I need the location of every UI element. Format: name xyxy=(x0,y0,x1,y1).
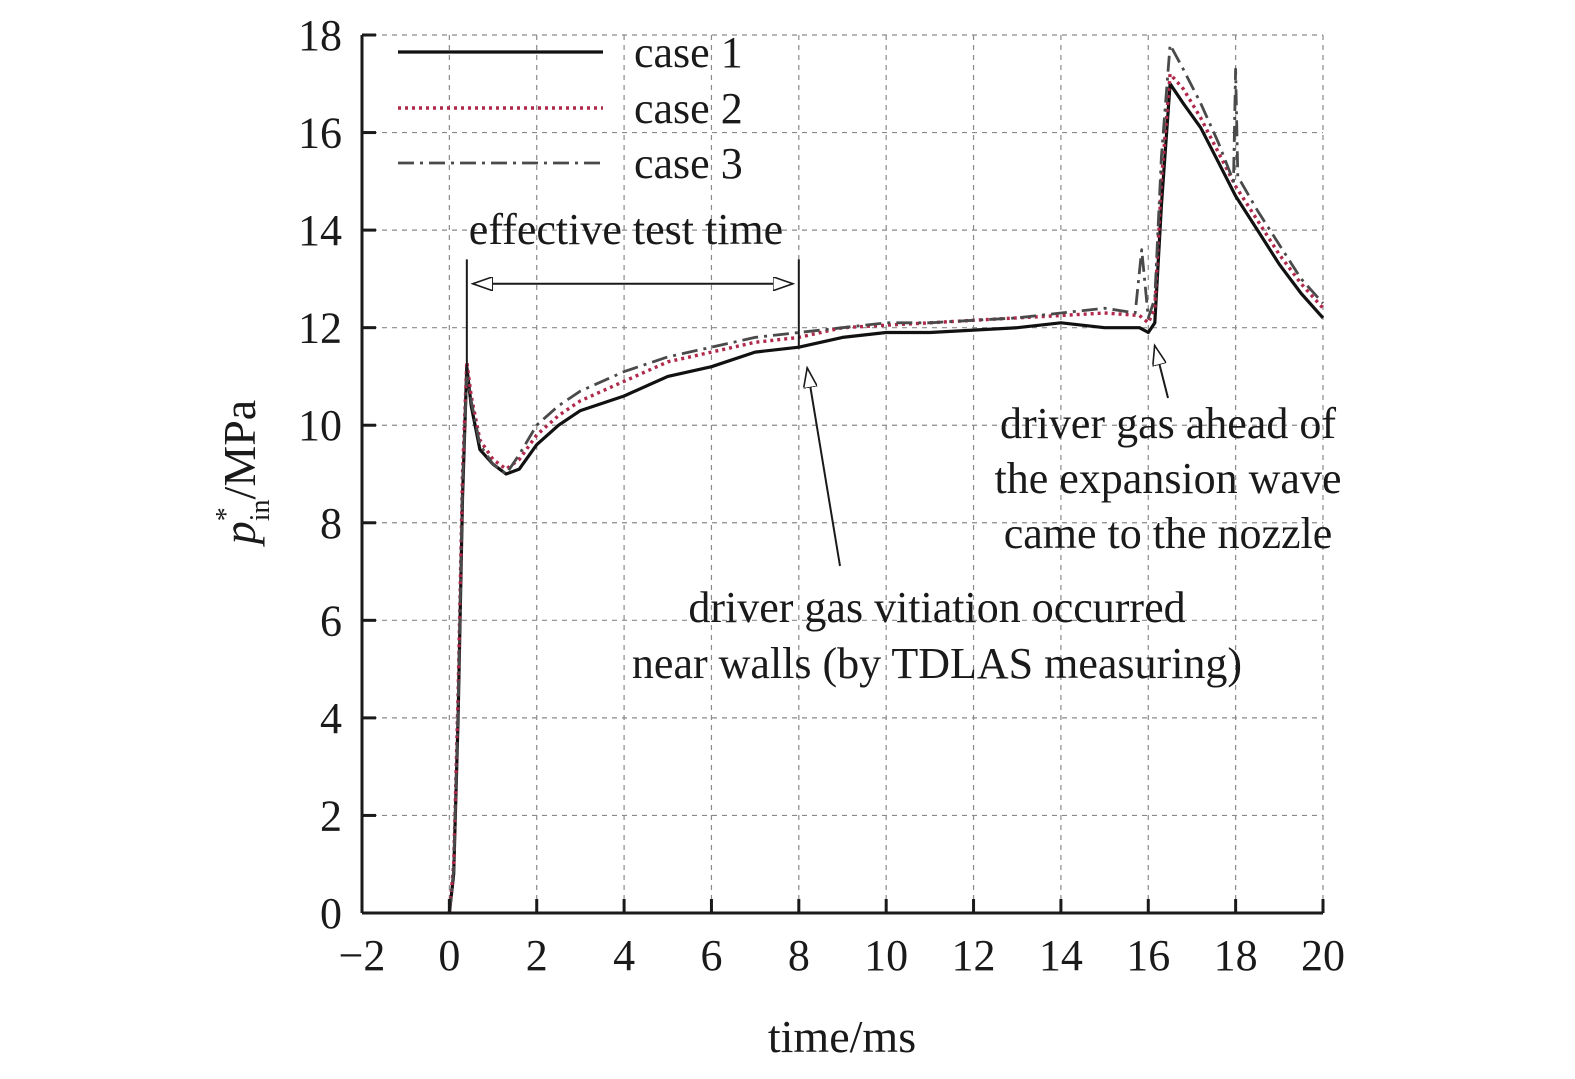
x-tick-label-7: 12 xyxy=(952,931,996,980)
x-tick-label-6: 10 xyxy=(864,931,908,980)
y-axis-title-unit: /MPa xyxy=(214,400,265,500)
legend: case 1 case 2 case 3 xyxy=(398,28,743,188)
x-tick-label-2: 2 xyxy=(526,931,548,980)
x-tick-label-10: 18 xyxy=(1214,931,1258,980)
x-tick-label-5: 8 xyxy=(788,931,810,980)
series-line-case-2 xyxy=(447,72,1325,914)
axes xyxy=(360,33,1325,915)
y-tick-label-0: 0 xyxy=(320,889,342,938)
legend-label-case-2: case 2 xyxy=(634,84,743,133)
y-tick-label-3: 6 xyxy=(320,596,342,645)
legend-label-case-3: case 3 xyxy=(634,139,743,188)
y-tick-label-7: 14 xyxy=(298,206,342,255)
y-axis-title-subscript: in xyxy=(245,499,276,521)
x-tick-label-3: 4 xyxy=(613,931,635,980)
x-tick-label-9: 16 xyxy=(1126,931,1170,980)
x-axis-title: time/ms xyxy=(768,1011,916,1062)
y-axis-title-superscript: * xyxy=(211,507,242,521)
plot-series xyxy=(447,43,1325,914)
effective-test-time-label: effective test time xyxy=(469,205,783,254)
y-tick-label-4: 8 xyxy=(320,499,342,548)
grid xyxy=(362,34,1324,913)
x-tick-label-11: 20 xyxy=(1301,931,1345,980)
y-tick-label-1: 2 xyxy=(320,791,342,840)
series-line-case-3 xyxy=(448,43,1325,914)
y-tick-label-6: 12 xyxy=(298,304,342,353)
x-tick-label-4: 6 xyxy=(700,931,722,980)
x-tick-label-8: 14 xyxy=(1039,931,1083,980)
vitiation-label-line-1: driver gas vitiation occurred xyxy=(688,583,1185,632)
vitiation-arrow xyxy=(807,368,841,567)
vitiation-label-line-2: near walls (by TDLAS measuring) xyxy=(632,639,1242,688)
y-tick-label-5: 10 xyxy=(298,401,342,450)
y-tick-label-2: 4 xyxy=(320,694,342,743)
legend-label-case-1: case 1 xyxy=(634,28,743,77)
x-tick-label-1: 0 xyxy=(438,931,460,980)
annotations: effective test time driver gas vitiation … xyxy=(465,205,1342,688)
expansion-wave-label-line-3: came to the nozzle xyxy=(1004,509,1333,558)
series-line-case-1 xyxy=(447,82,1325,914)
y-tick-label-8: 16 xyxy=(298,109,342,158)
y-axis-title-base: p xyxy=(214,521,265,547)
y-axis-title: p* in/MPa xyxy=(211,400,276,547)
y-tick-label-9: 18 xyxy=(298,11,342,60)
expansion-wave-label-line-1: driver gas ahead of xyxy=(1000,399,1336,448)
expansion-wave-label-line-2: the expansion wave xyxy=(995,454,1342,503)
expansion-wave-arrow xyxy=(1155,345,1169,399)
axis-titles: time/ms p* in/MPa xyxy=(211,400,916,1062)
x-tick-label-0: −2 xyxy=(339,931,386,980)
